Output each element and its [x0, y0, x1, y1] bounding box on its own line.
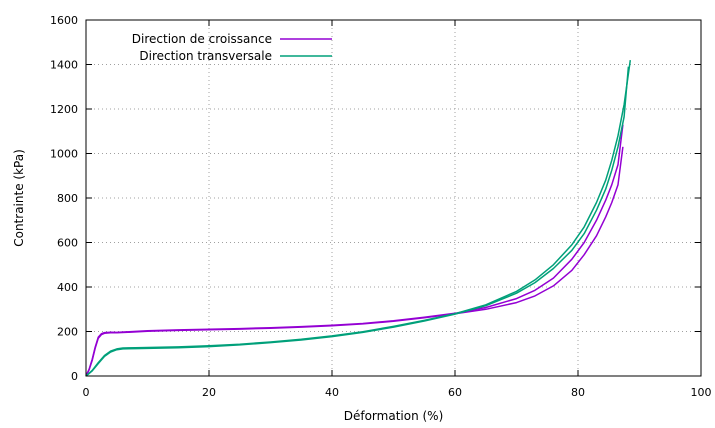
x-tick-label-40: 40	[325, 386, 339, 399]
series-line-3	[85, 66, 630, 377]
data-series	[85, 59, 632, 377]
x-axis-title: Déformation (%)	[344, 409, 444, 423]
x-tick-label-100: 100	[691, 386, 712, 399]
y-tick-label-1000: 1000	[50, 148, 78, 161]
y-axis-title: Contrainte (kPa)	[12, 149, 26, 247]
axis-ticks	[85, 19, 702, 377]
x-tick-label-0: 0	[83, 386, 90, 399]
y-tick-label-1600: 1600	[50, 14, 78, 27]
x-tick-label-20: 20	[202, 386, 216, 399]
y-tick-label-400: 400	[57, 281, 78, 294]
x-tick-label-80: 80	[571, 386, 585, 399]
series-line-1	[85, 146, 624, 377]
y-tick-label-600: 600	[57, 237, 78, 250]
legend: Direction de croissance Direction transv…	[132, 32, 332, 63]
y-tick-label-200: 200	[57, 326, 78, 339]
y-tick-label-1200: 1200	[50, 103, 78, 116]
y-tick-label-1400: 1400	[50, 59, 78, 72]
legend-label-transversale: Direction transversale	[139, 49, 272, 63]
legend-label-croissance: Direction de croissance	[132, 32, 272, 46]
y-tick-label-800: 800	[57, 192, 78, 205]
x-tick-label-60: 60	[448, 386, 462, 399]
tick-labels: 0 20 40 60 80 1000200400600800100012001400160…	[50, 14, 712, 399]
y-tick-label-0: 0	[71, 370, 78, 383]
